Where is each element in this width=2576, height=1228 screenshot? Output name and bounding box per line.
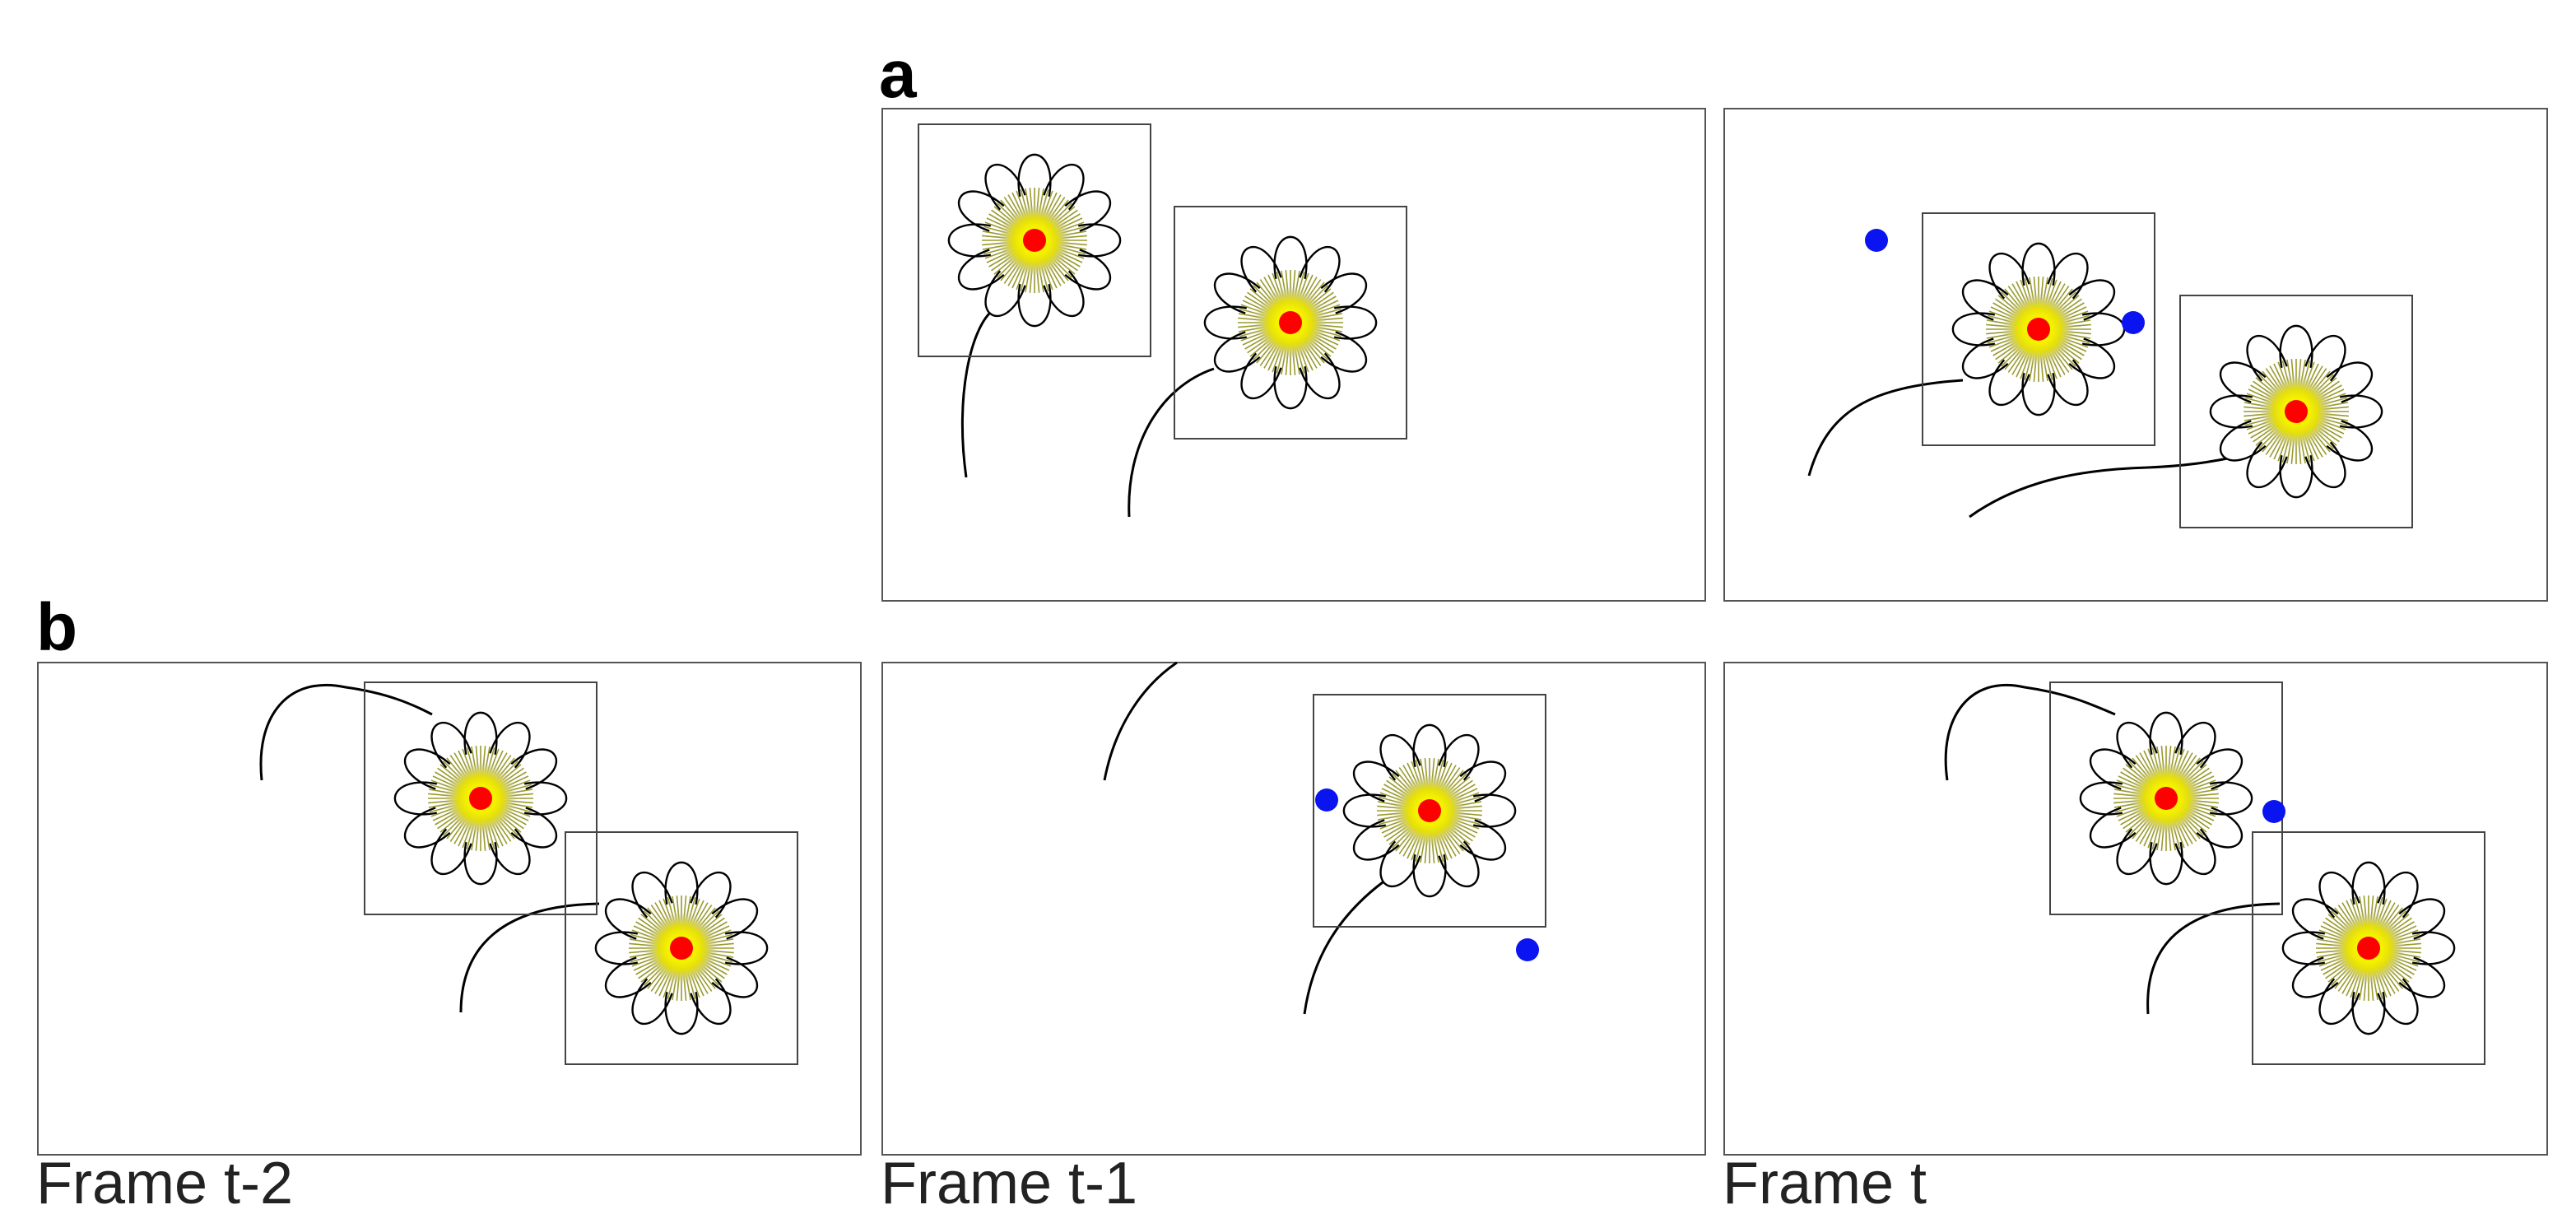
flower-center xyxy=(670,937,693,960)
petals xyxy=(947,153,1122,328)
stem xyxy=(1807,379,1964,477)
stems xyxy=(259,309,2281,1015)
stem xyxy=(2146,902,2281,1015)
petals xyxy=(2079,711,2253,886)
bounding-box xyxy=(1313,694,1546,928)
petals xyxy=(2281,861,2456,1035)
stem xyxy=(1103,661,1178,781)
petals xyxy=(1203,235,1378,410)
bounding-box xyxy=(364,681,598,915)
flower-center xyxy=(2357,937,2380,960)
petals xyxy=(1951,242,2126,416)
flower xyxy=(1313,694,1546,928)
petals xyxy=(1342,723,1517,898)
petals xyxy=(594,861,769,1035)
flower-center xyxy=(2285,400,2308,423)
stem xyxy=(1128,367,1215,518)
detection-dot xyxy=(1516,938,1539,961)
bounding-box xyxy=(1174,206,1407,440)
petals xyxy=(2209,324,2383,499)
detection-dot xyxy=(2262,800,2285,823)
flower xyxy=(1174,206,1407,440)
stem xyxy=(259,683,433,781)
bounding-box xyxy=(1922,212,2155,446)
flower xyxy=(364,681,598,915)
frame-caption-t-1: Frame t-1 xyxy=(881,1151,1137,1216)
detection-dot xyxy=(1315,788,1338,812)
detections xyxy=(1315,229,2285,961)
flower xyxy=(565,831,798,1065)
bounding-box xyxy=(2179,295,2413,528)
flowers xyxy=(364,123,2485,1065)
flower-center xyxy=(1023,229,1046,252)
panel-label-a: a xyxy=(879,37,918,112)
panel-label-b: b xyxy=(36,590,77,665)
petals xyxy=(393,711,568,886)
detection-dot xyxy=(2122,311,2145,334)
flower xyxy=(918,123,1151,357)
stem xyxy=(1969,449,2260,519)
frame-a-2 xyxy=(1723,108,2548,602)
stem xyxy=(1303,881,1383,1015)
bounding-box xyxy=(2049,681,2283,915)
flower xyxy=(2252,831,2485,1065)
bounding-box xyxy=(2252,831,2485,1065)
flower-center xyxy=(1279,311,1302,334)
stem xyxy=(960,309,993,478)
bounding-box xyxy=(565,831,798,1065)
flower xyxy=(2049,681,2283,915)
detection-dot xyxy=(1865,229,1888,252)
flower-center xyxy=(1418,799,1441,822)
frame-caption-t-2: Frame t-2 xyxy=(36,1151,293,1216)
frame-b-t1 xyxy=(881,662,1706,1156)
flower-center xyxy=(469,787,492,810)
flower-center xyxy=(2027,318,2050,341)
frame-caption-t: Frame t xyxy=(1723,1151,1927,1216)
flower xyxy=(2179,295,2413,528)
bounding-box xyxy=(918,123,1151,357)
stem xyxy=(1944,683,2116,781)
flower xyxy=(1922,212,2155,446)
flower-center xyxy=(2155,787,2178,810)
